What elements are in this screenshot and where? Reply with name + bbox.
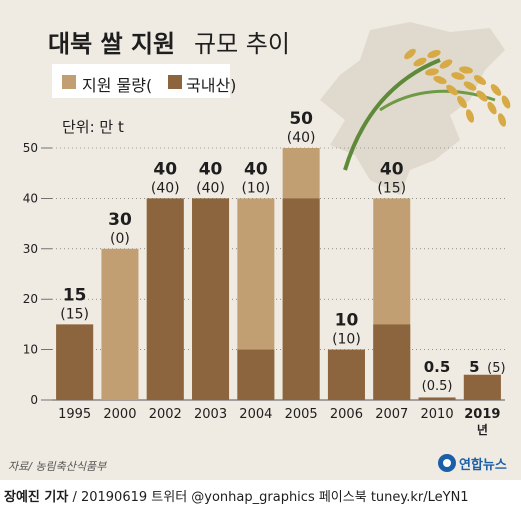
chart-subtitle: 규모 추이 — [194, 30, 290, 58]
x-tick-label-2000: 2000 — [103, 407, 136, 422]
data-label-domestic-2010: (0.5) — [422, 379, 453, 394]
data-label-aid-2010: 0.5 — [424, 358, 451, 376]
y-tick-label: 20 — [23, 292, 38, 306]
bar-domestic-2010 — [418, 397, 456, 400]
credit-line: 장예진 기자 / 20190619 트위터 @yonhap_graphics 페… — [4, 486, 469, 505]
y-tick-label: 30 — [23, 242, 38, 256]
x-tick-label-1995: 1995 — [58, 407, 91, 422]
data-label-aid-2006: 10 — [335, 311, 359, 331]
bar-domestic-2006 — [327, 349, 365, 400]
data-label-aid-1995: 15 — [63, 285, 87, 305]
data-label-aid-2000: 30 — [108, 210, 132, 230]
north-korea-map-illustration — [320, 22, 505, 195]
x-tick-label-2007: 2007 — [375, 407, 408, 422]
yonhap-logo-text: 연합뉴스 — [459, 457, 507, 473]
credit-details: / 20190619 트위터 @yonhap_graphics 페이스북 tun… — [68, 490, 469, 505]
data-label-aid-2005: 50 — [289, 109, 313, 129]
yonhap-logo-icon — [438, 454, 456, 472]
source-label: 자료/ 농림축산식품부 — [8, 460, 107, 473]
bar-domestic-2005 — [282, 198, 320, 400]
legend-swatch-domestic — [168, 75, 182, 89]
credit-author: 장예진 기자 — [4, 490, 69, 505]
data-label-aid-2002: 40 — [153, 159, 177, 179]
data-label-aid-2003: 40 — [199, 159, 223, 179]
y-tick-label: 0 — [30, 393, 38, 407]
bar-domestic-2019 — [463, 374, 501, 400]
yonhap-logo: 연합뉴스 — [438, 452, 507, 474]
data-label-domestic-2019: (5) — [487, 361, 505, 376]
bar-domestic-2004 — [237, 349, 275, 400]
unit-label: 단위: 만 t — [62, 118, 124, 136]
x-tick-unit-suffix: 년 — [477, 423, 488, 437]
x-tick-label-2019: 2019 — [464, 407, 500, 422]
y-tick-label: 40 — [23, 191, 38, 205]
bar-domestic-2002 — [146, 198, 184, 400]
data-label-aid-2007: 40 — [380, 159, 404, 179]
data-label-domestic-2003: (40) — [196, 180, 225, 196]
data-label-domestic-2000: (0) — [110, 231, 130, 247]
data-label-domestic-2007: (15) — [377, 180, 406, 196]
legend-swatch-aid — [62, 75, 76, 89]
data-label-aid-2004: 40 — [244, 159, 268, 179]
bar-domestic-1995 — [56, 324, 94, 400]
legend-label-aid: 지원 물량( — [82, 76, 153, 95]
data-label-domestic-2005: (40) — [287, 130, 316, 146]
bar-aid-2000 — [101, 248, 139, 400]
rice-stalk-illustration — [343, 48, 511, 171]
legend: 지원 물량( 국내산) — [52, 64, 236, 98]
x-tick-label-2005: 2005 — [285, 407, 318, 422]
data-label-domestic-1995: (15) — [60, 306, 89, 322]
data-label-domestic-2004: (10) — [241, 180, 270, 196]
bar-domestic-2003 — [192, 198, 230, 400]
x-tick-label-2010: 2010 — [421, 407, 454, 422]
y-tick-label: 50 — [23, 141, 38, 155]
data-label-domestic-2002: (40) — [151, 180, 180, 196]
data-label-domestic-2006: (10) — [332, 332, 361, 348]
chart-title: 대북 쌀 지원 — [48, 30, 176, 58]
data-label-aid-2019: 5 — [469, 358, 479, 376]
legend-label-domestic: 국내산) — [186, 76, 237, 95]
x-tick-label-2004: 2004 — [239, 407, 272, 422]
x-tick-label-2002: 2002 — [149, 407, 182, 422]
bar-domestic-2007 — [373, 324, 411, 400]
x-tick-label-2006: 2006 — [330, 407, 363, 422]
y-tick-label: 10 — [23, 343, 38, 357]
x-tick-label-2003: 2003 — [194, 407, 227, 422]
